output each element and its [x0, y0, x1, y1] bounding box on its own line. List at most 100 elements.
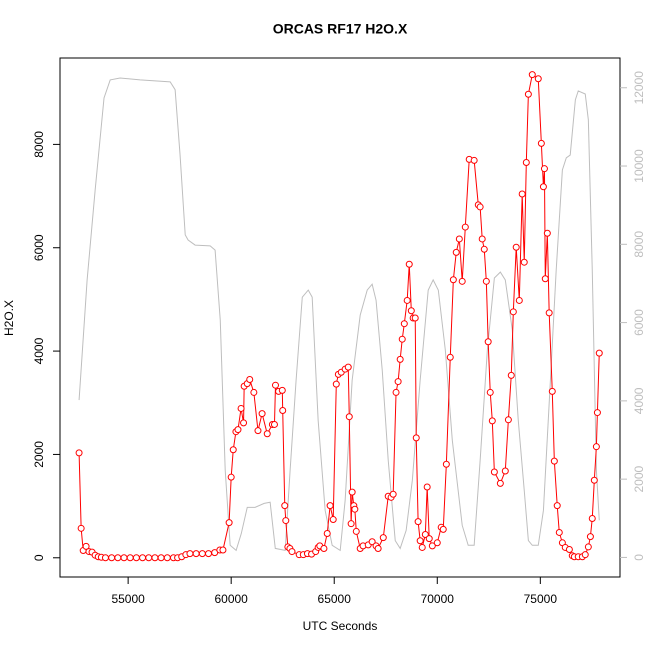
point: [108, 554, 116, 562]
point: [537, 139, 545, 147]
point: [237, 404, 245, 412]
y-axis-label: H2O.X: [2, 300, 16, 336]
point: [452, 248, 460, 256]
point: [398, 335, 406, 343]
point: [139, 554, 147, 562]
point: [480, 245, 488, 253]
point: [192, 550, 200, 558]
point: [77, 524, 85, 532]
point: [258, 410, 266, 418]
y2-tick-label: 0: [632, 554, 646, 561]
point: [82, 542, 90, 550]
point: [449, 276, 457, 284]
point: [496, 479, 504, 487]
point: [486, 388, 494, 396]
point: [282, 517, 290, 525]
point: [518, 190, 526, 198]
point: [374, 544, 382, 552]
point: [442, 460, 450, 468]
point: [522, 158, 530, 166]
point: [345, 413, 353, 421]
chart-title: ORCAS RF17 H2O.X: [273, 21, 408, 37]
x-tick-label: 60000: [214, 592, 248, 606]
point: [186, 550, 194, 558]
x-tick-label: 65000: [318, 592, 352, 606]
point: [414, 518, 422, 526]
point: [288, 548, 296, 556]
point: [326, 502, 334, 510]
point: [407, 307, 415, 315]
point: [484, 338, 492, 346]
point: [416, 537, 424, 545]
point: [151, 554, 159, 562]
point: [279, 407, 287, 415]
point: [490, 468, 498, 476]
y2-tick-label: 10000: [632, 149, 646, 183]
point: [539, 183, 547, 191]
point: [524, 90, 532, 98]
point: [476, 203, 484, 211]
point: [229, 446, 237, 454]
point: [405, 260, 413, 268]
point: [515, 296, 523, 304]
y-tick-label: 6000: [32, 234, 46, 261]
point: [592, 443, 600, 451]
point: [389, 490, 397, 498]
point: [344, 363, 352, 371]
point: [553, 502, 561, 510]
point: [555, 528, 563, 536]
point: [590, 476, 598, 484]
point: [482, 277, 490, 285]
point: [157, 554, 165, 562]
point: [126, 554, 134, 562]
point: [458, 277, 466, 285]
point: [425, 535, 433, 543]
y2-tick-label: 2000: [632, 465, 646, 492]
point: [423, 483, 431, 491]
point: [586, 533, 594, 541]
point: [379, 534, 387, 542]
point: [488, 417, 496, 425]
point: [478, 235, 486, 243]
point: [270, 420, 278, 428]
point: [550, 457, 558, 465]
point: [520, 258, 528, 266]
y-tick-label: 8000: [32, 131, 46, 158]
point: [418, 543, 426, 551]
point: [163, 554, 171, 562]
x-tick-label: 55000: [111, 592, 145, 606]
point: [396, 355, 404, 363]
point: [225, 519, 233, 527]
point: [320, 544, 328, 552]
point: [352, 527, 360, 535]
point: [507, 371, 515, 379]
point: [347, 520, 355, 528]
y-tick-label: 0: [32, 554, 46, 561]
point: [114, 554, 122, 562]
point: [509, 308, 517, 316]
plot-box: [59, 57, 621, 578]
point: [584, 543, 592, 551]
point: [504, 416, 512, 424]
point: [512, 243, 520, 251]
point: [240, 419, 248, 427]
point: [528, 71, 536, 79]
point: [461, 223, 469, 231]
point: [470, 156, 478, 164]
point: [439, 525, 447, 533]
point: [593, 409, 601, 417]
point: [411, 314, 419, 322]
point: [234, 426, 242, 434]
point: [278, 386, 286, 394]
point: [446, 353, 454, 361]
x-tick-label: 70000: [421, 592, 455, 606]
point: [271, 381, 279, 389]
y2-tick-label: 8000: [632, 231, 646, 258]
point: [120, 554, 128, 562]
point: [75, 449, 83, 457]
point: [323, 529, 331, 537]
point: [400, 320, 408, 328]
y2-tick-label: 6000: [632, 309, 646, 336]
y-tick-label: 4000: [32, 337, 46, 364]
point: [403, 296, 411, 304]
